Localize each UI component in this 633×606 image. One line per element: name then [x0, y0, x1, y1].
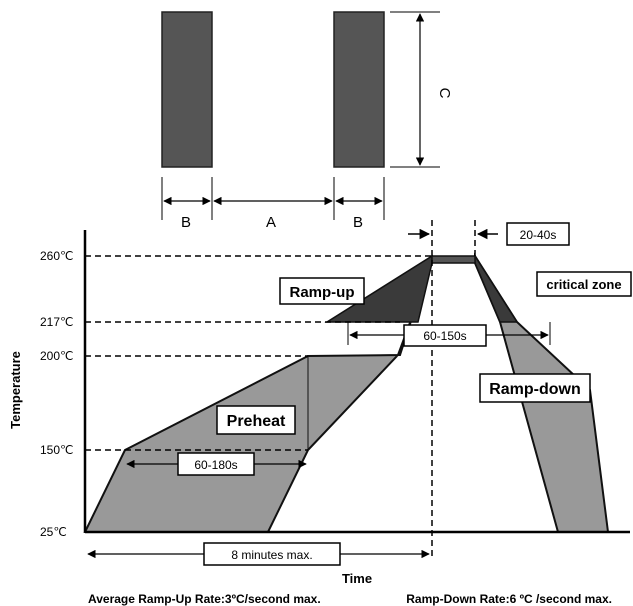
ramp-down-rate: Ramp-Down Rate:6 ºC /second max. [406, 592, 612, 606]
preheat-label: Preheat [227, 413, 286, 430]
critical-zone-label: critical zone [546, 277, 621, 292]
dimension-b-left-label: B [181, 214, 191, 231]
total-duration-label: 8 minutes max. [231, 548, 312, 562]
peak-duration-label: 20-40s [520, 228, 557, 242]
x-axis-title: Time [342, 571, 372, 586]
total-duration-box [203, 542, 341, 566]
ramp-down-label: Ramp-down [489, 381, 581, 398]
peak-plateau [431, 255, 476, 264]
dimension-b-right-label: B [353, 214, 363, 231]
profile-chart: 260℃ 217℃ 200℃ 150℃ 25℃ Temperature Time… [8, 220, 632, 586]
preheat-duration-box [177, 452, 255, 476]
tick-217: 217℃ [40, 315, 74, 329]
liquidus-duration-label: 60-150s [423, 329, 466, 343]
ramp-up-rate: Average Ramp-Up Rate:3ºC/second max. [88, 592, 321, 606]
footprint: C B A B [161, 11, 453, 231]
ramp-up-label: Ramp-up [290, 284, 355, 301]
left-pad [161, 11, 213, 168]
y-axis-title: Temperature [8, 351, 23, 429]
peak-duration-box [506, 222, 570, 246]
liquidus-duration-box [403, 324, 487, 347]
tick-25: 25℃ [40, 525, 67, 539]
tick-150: 150℃ [40, 443, 74, 457]
critical-zone-right [474, 253, 519, 323]
tick-260: 260℃ [40, 249, 74, 263]
preheat-duration-label: 60-180s [194, 458, 237, 472]
right-pad [333, 11, 385, 168]
tick-200: 200℃ [40, 349, 74, 363]
dimension-c-label: C [436, 88, 453, 99]
dimension-a-label: A [266, 214, 276, 231]
